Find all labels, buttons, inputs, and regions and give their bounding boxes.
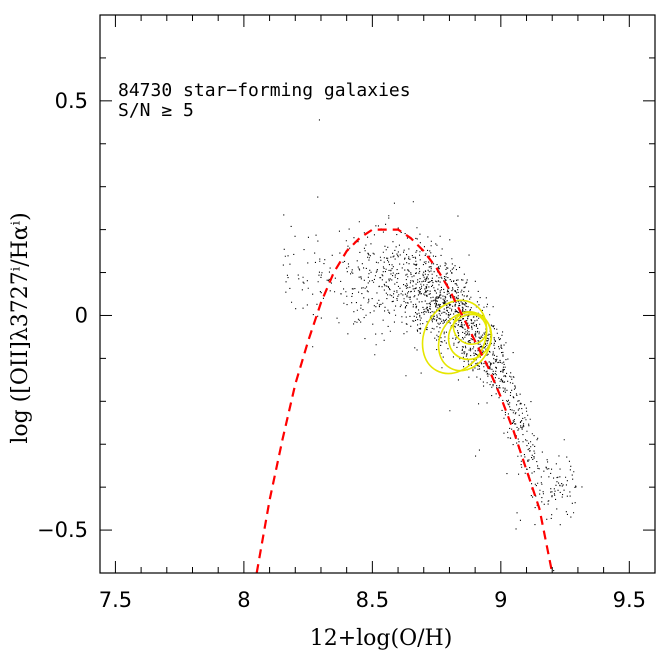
annotation-signal-to-noise: S/N ≥ 5 [118, 100, 194, 121]
density-contour-4 [452, 311, 488, 345]
y-axis-label: log ([OII]λ3727ⁱ/Hαⁱ) [8, 212, 33, 443]
axis-ticks-layer: 7.5 8 8.5 9 9.5 −0.5 0 0.5 [37, 14, 655, 612]
x-tick-label: 7.5 [99, 588, 132, 612]
x-tick-label: 8.5 [356, 588, 389, 612]
y-tick-label: −0.5 [37, 518, 88, 542]
plot-border [99, 14, 656, 574]
model-curve [255, 228, 554, 574]
x-tick-label: 9.5 [613, 588, 646, 612]
annotation-sample-size: 84730 star−forming galaxies [118, 80, 411, 101]
plot-frame [99, 14, 656, 574]
x-axis-label: 12+log(O/H) [310, 626, 453, 651]
y-tick-label: 0 [75, 303, 88, 327]
y-tick-label: 0.5 [55, 89, 88, 113]
density-contour-2 [437, 311, 492, 372]
density-contours-layer [421, 299, 493, 375]
x-tick-label: 9 [494, 588, 507, 612]
x-tick-label: 8 [237, 588, 250, 612]
model-curve-layer [255, 228, 554, 574]
